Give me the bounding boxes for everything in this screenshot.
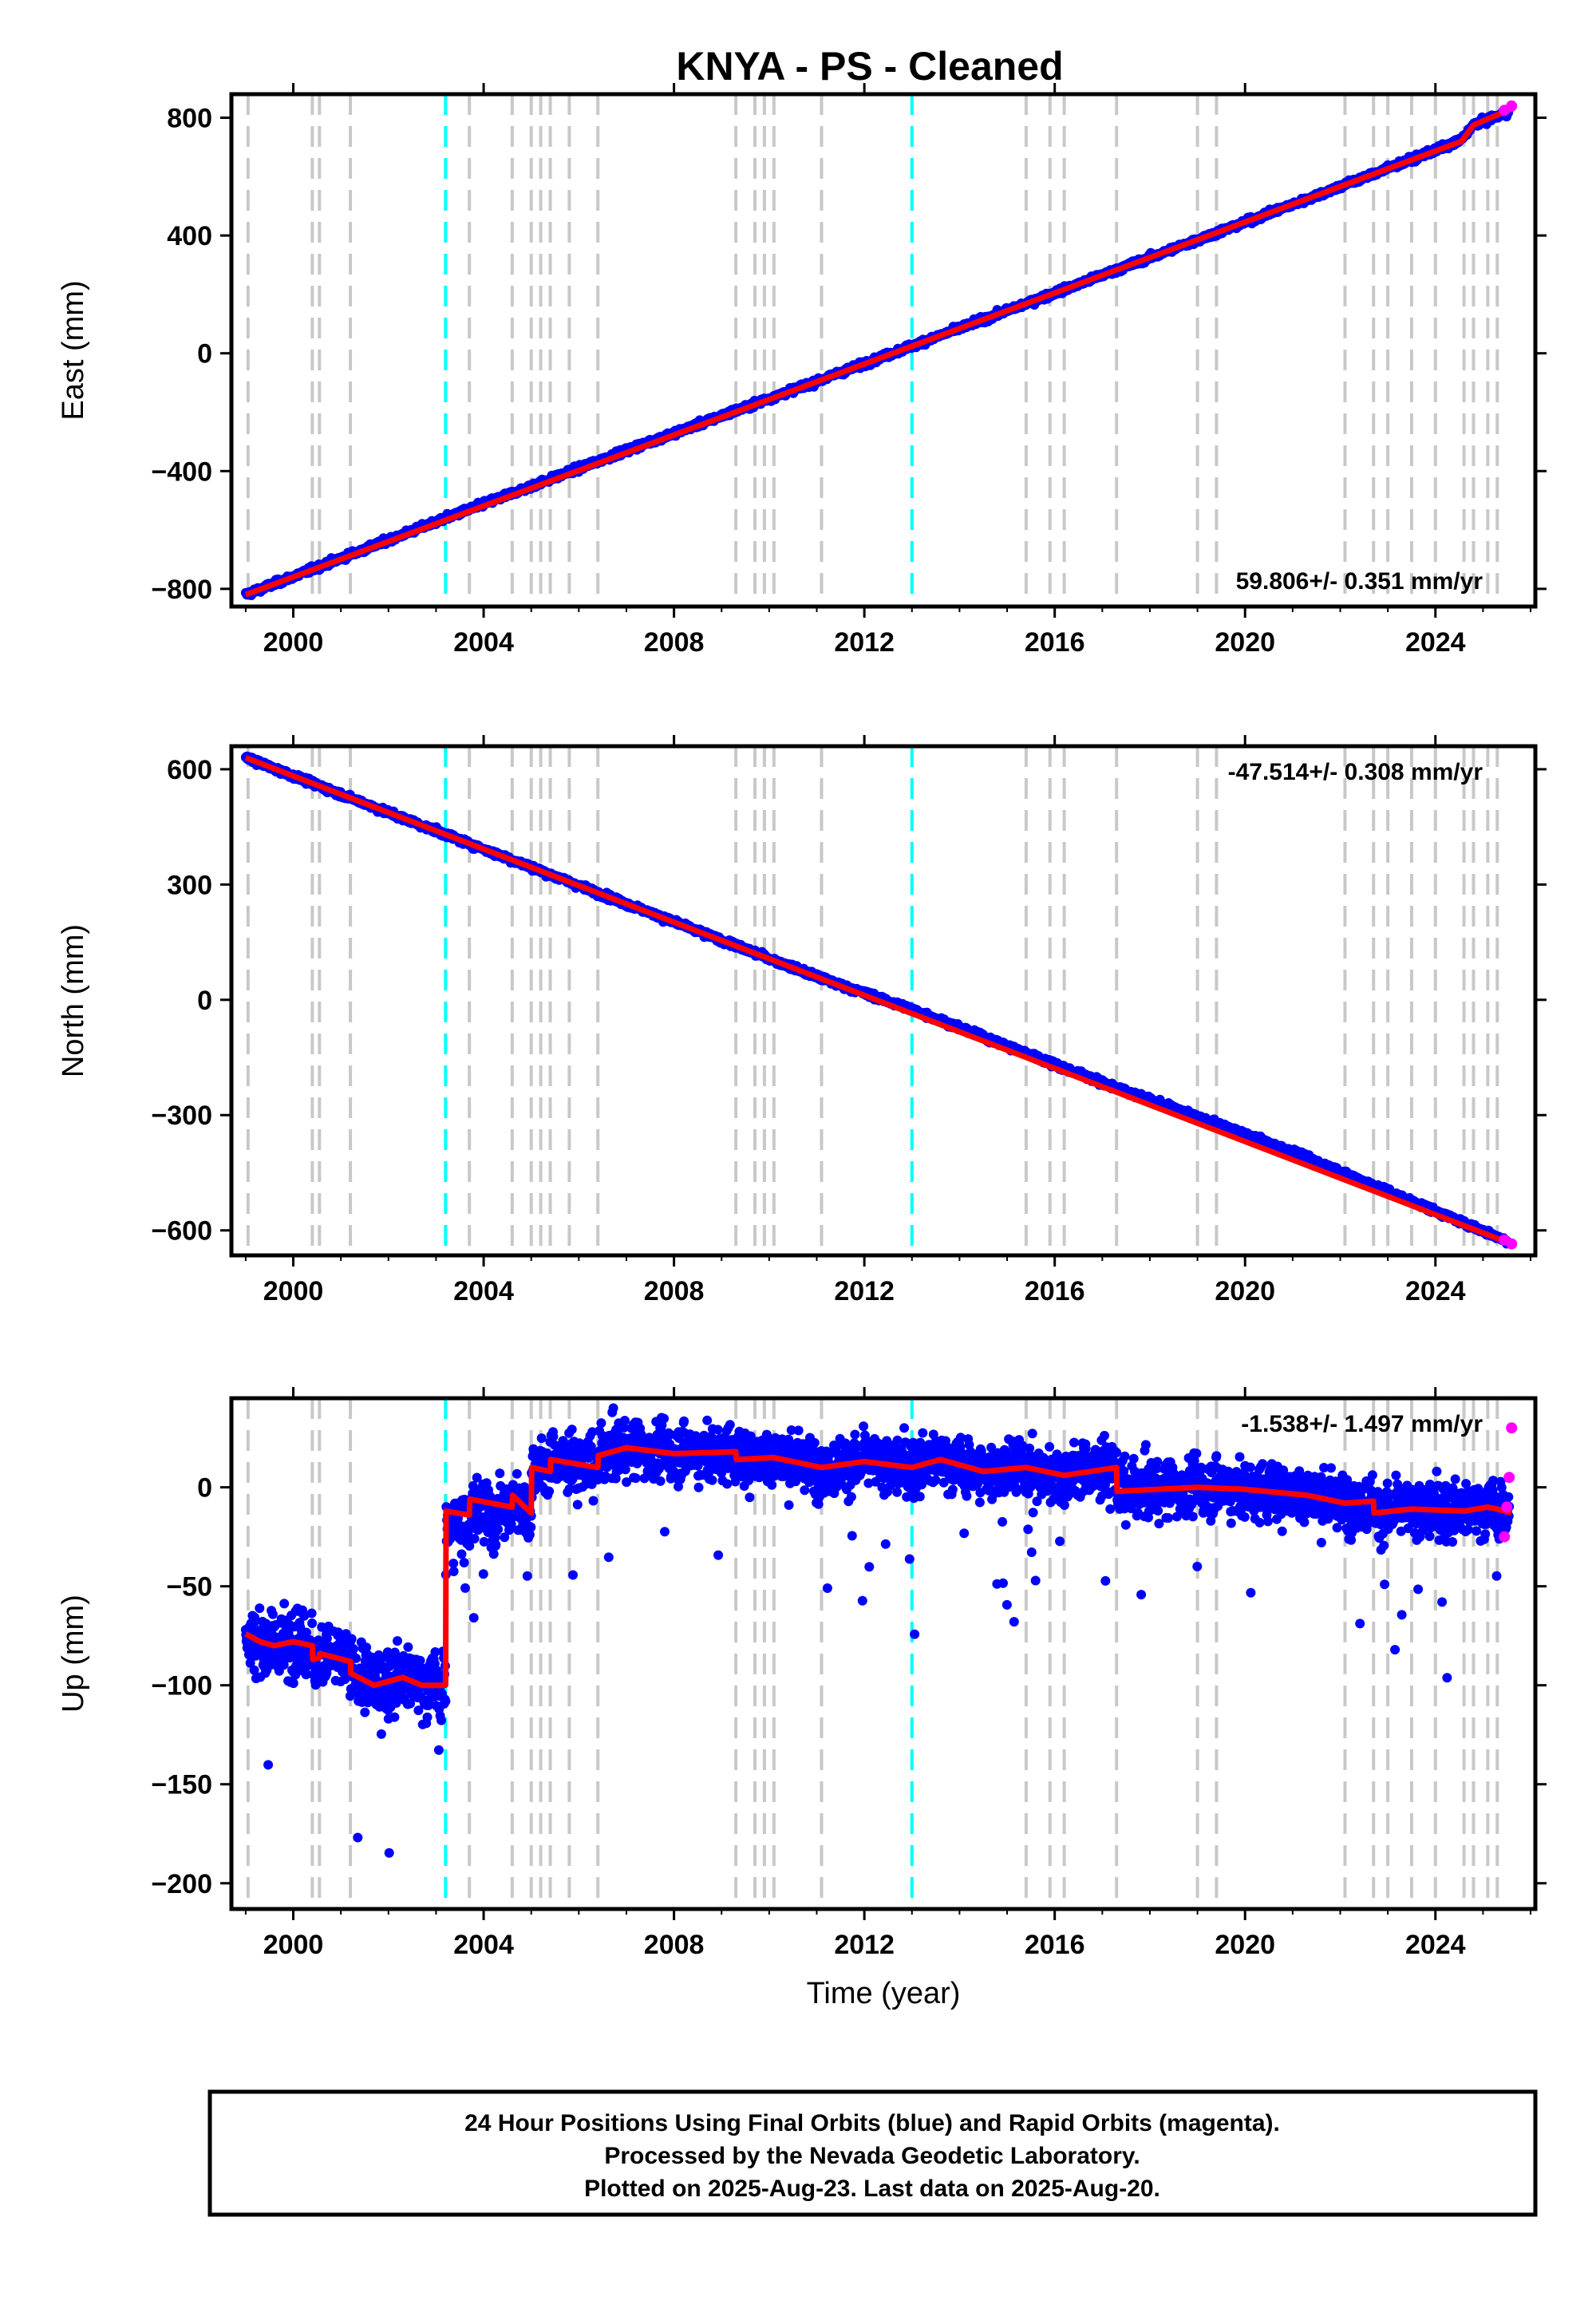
final-orbit-point bbox=[299, 1611, 310, 1621]
plot-area bbox=[240, 1398, 1518, 1909]
final-orbit-point bbox=[351, 1653, 361, 1663]
x-tick-label: 2004 bbox=[453, 627, 514, 658]
figure-title: KNYA - PS - Cleaned bbox=[676, 44, 1063, 89]
final-orbit-point bbox=[263, 1760, 274, 1770]
final-orbit-point bbox=[340, 1674, 350, 1685]
y-tick-label: −400 bbox=[151, 456, 212, 487]
y-axis-label: East (mm) bbox=[57, 280, 90, 420]
plot-area bbox=[240, 746, 1518, 1255]
rapid-orbit-point bbox=[1506, 100, 1518, 112]
final-orbit-point bbox=[306, 1608, 317, 1618]
final-orbit-points bbox=[240, 1403, 1515, 1858]
x-tick-label: 2024 bbox=[1405, 627, 1466, 658]
velocity-annotation: -47.514+/- 0.308 mm/yr bbox=[1228, 759, 1483, 785]
final-orbit-point bbox=[301, 1670, 311, 1680]
rapid-orbit-point bbox=[1506, 1238, 1518, 1250]
y-tick-label: 300 bbox=[167, 870, 212, 900]
y-tick-label: 800 bbox=[167, 104, 212, 134]
x-tick-label: 2016 bbox=[1025, 1276, 1085, 1306]
x-tick-label: 2000 bbox=[263, 627, 324, 658]
final-orbit-point bbox=[267, 1609, 278, 1619]
x-tick-label: 2008 bbox=[644, 1276, 705, 1306]
rapid-orbit-points bbox=[1499, 1234, 1518, 1250]
y-tick-label: 0 bbox=[197, 339, 212, 370]
x-tick-label: 2012 bbox=[834, 627, 895, 658]
x-tick-label: 2020 bbox=[1215, 627, 1275, 658]
final-orbit-point bbox=[301, 1627, 311, 1638]
y-tick-label: −300 bbox=[151, 1101, 212, 1131]
final-orbit-point bbox=[346, 1634, 357, 1644]
model-line bbox=[244, 106, 1513, 598]
final-orbit-point bbox=[245, 1658, 255, 1668]
final-orbit-point bbox=[279, 1660, 289, 1670]
panel-up: 2000 2004 2008 2012 2016 2020 2024−200−150−100… bbox=[57, 1387, 1547, 2010]
final-orbit-point bbox=[349, 1644, 358, 1654]
x-tick-label: 2000 bbox=[263, 1276, 324, 1306]
final-orbit-point bbox=[322, 1634, 332, 1643]
panel-north: 2000 2004 2008 2012 2016 2020 2024 −600 −300 0 300… bbox=[57, 735, 1547, 1306]
final-orbit-point bbox=[250, 1612, 260, 1622]
plot-frame bbox=[229, 92, 1538, 609]
final-orbit-point bbox=[249, 1665, 259, 1675]
y-tick-label: −800 bbox=[151, 575, 212, 605]
velocity-annotation: 59.806+/- 0.351 mm/yr bbox=[1236, 568, 1483, 595]
rapid-orbit-points bbox=[1499, 100, 1518, 117]
final-orbit-point bbox=[288, 1678, 298, 1689]
x-tick-label: 2020 bbox=[1215, 1276, 1275, 1306]
y-tick-label: 600 bbox=[167, 755, 212, 785]
y-tick-label: −600 bbox=[151, 1216, 212, 1247]
x-tick-label: 2016 bbox=[1025, 627, 1085, 658]
x-tick-label: 2004 bbox=[453, 1276, 514, 1306]
plot-area bbox=[240, 94, 1518, 607]
x-tick-label: 2012 bbox=[834, 1276, 895, 1306]
panel-east: 2000 2004 2008 2012 2016 2020 2024 −800 −400 0 400… bbox=[57, 83, 1547, 658]
model-line bbox=[244, 755, 1513, 1247]
x-tick-label: 2024 bbox=[1405, 1276, 1466, 1306]
y-tick-label: 0 bbox=[197, 986, 212, 1016]
y-tick-label: 400 bbox=[167, 221, 212, 251]
final-orbit-point bbox=[307, 1618, 318, 1628]
y-axis-label: North (mm) bbox=[57, 924, 90, 1077]
x-tick-label: 2008 bbox=[644, 627, 705, 658]
final-orbit-point bbox=[255, 1603, 265, 1614]
final-orbit-point bbox=[279, 1599, 290, 1609]
